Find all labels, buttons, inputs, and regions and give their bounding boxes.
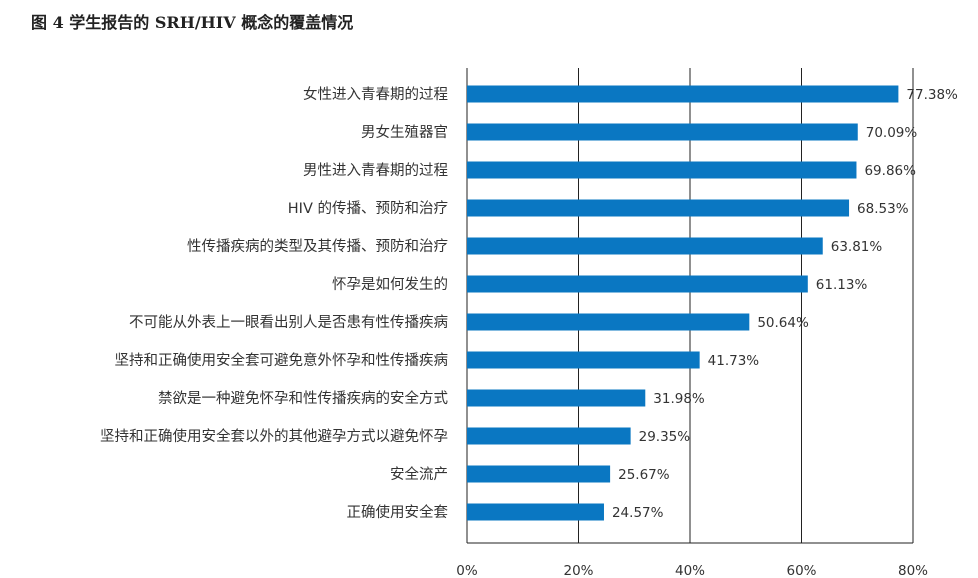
x-tick-label: 40% — [675, 563, 705, 578]
x-tick-label: 0% — [456, 563, 478, 578]
category-label: 怀孕是如何发生的 — [332, 276, 448, 293]
bar — [467, 503, 604, 521]
category-label: 女性进入青春期的过程 — [303, 85, 448, 103]
category-label: 男女生殖器官 — [361, 123, 448, 141]
bar — [467, 389, 646, 407]
chart-title: 图 4 学生报告的 SRH/HIV 概念的覆盖情况 — [31, 13, 354, 32]
x-tick-label: 20% — [563, 563, 593, 578]
bar — [467, 161, 857, 179]
bar — [467, 199, 850, 217]
bar — [467, 237, 823, 255]
category-label: 禁欲是一种避免怀孕和性传播疾病的安全方式 — [158, 389, 448, 407]
bar — [467, 85, 899, 103]
bar — [467, 275, 808, 293]
x-tick-label: 60% — [786, 563, 816, 578]
data-label: 31.98% — [653, 391, 705, 407]
bar — [467, 427, 631, 445]
data-label: 29.35% — [639, 429, 691, 445]
category-label: 不可能从外表上一眼看出别人是否患有性传播疾病 — [129, 314, 448, 331]
category-label: 性传播疾病的类型及其传播、预防和治疗 — [187, 238, 448, 255]
data-label: 77.38% — [906, 87, 958, 103]
category-label: 正确使用安全套 — [347, 503, 449, 521]
data-label: 69.86% — [864, 163, 916, 179]
x-tick-label: 80% — [898, 563, 928, 578]
bar — [467, 313, 750, 331]
data-label: 68.53% — [857, 201, 909, 217]
data-label: 41.73% — [708, 353, 760, 369]
bar — [467, 351, 700, 369]
data-label: 63.81% — [831, 239, 883, 255]
category-label: 安全流产 — [390, 465, 448, 483]
category-label: HIV 的传播、预防和治疗 — [288, 200, 448, 217]
data-label: 50.64% — [757, 315, 809, 331]
bar — [467, 123, 858, 141]
category-label: 坚持和正确使用安全套可避免意外怀孕和性传播疾病 — [115, 351, 449, 369]
data-label: 25.67% — [618, 467, 670, 483]
data-label: 61.13% — [816, 277, 868, 293]
data-label: 70.09% — [866, 125, 918, 141]
data-label: 24.57% — [612, 505, 664, 521]
category-label: 坚持和正确使用安全套以外的其他避孕方式以避免怀孕 — [100, 427, 448, 445]
category-label: 男性进入青春期的过程 — [303, 162, 448, 179]
bar — [467, 465, 611, 483]
